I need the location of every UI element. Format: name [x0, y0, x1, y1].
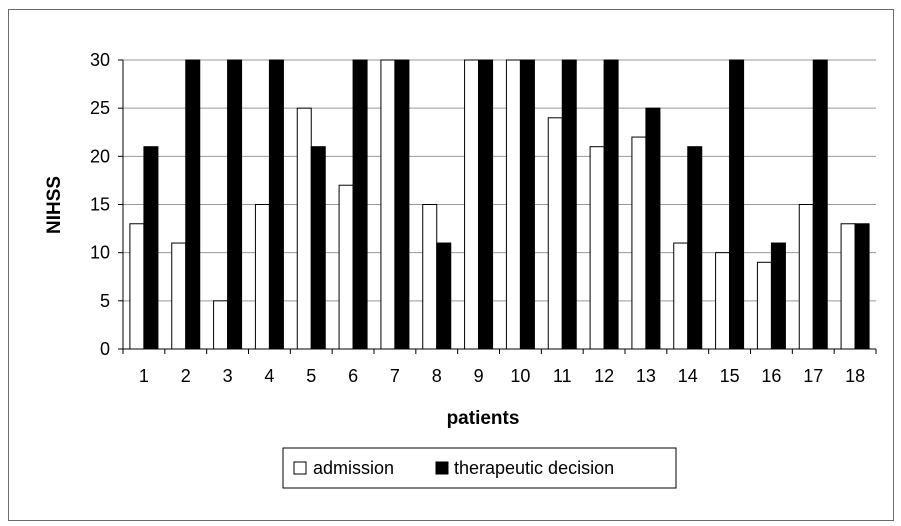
- bar-therapeutic-decision-11: [561, 59, 577, 350]
- bar-therapeutic-decision-5: [310, 146, 326, 350]
- legend-label-therapeutic-decision: therapeutic decision: [454, 458, 614, 478]
- x-tick-labels: 1 2 3 4 5 6 7 8 9 10 11 12 13 14 15 16 17 18: [139, 366, 865, 386]
- bar-therapeutic-decision-12: [603, 59, 619, 350]
- x-tick-label: 2: [181, 366, 191, 386]
- bar-therapeutic-decision-17: [812, 59, 828, 350]
- bar-therapeutic-decision-2: [185, 59, 201, 350]
- y-tick-labels: 0 5 10 15 20 25 30: [90, 50, 110, 359]
- bar-therapeutic-decision-14: [687, 146, 703, 350]
- x-tick-label: 17: [803, 366, 823, 386]
- x-tick-label: 3: [223, 366, 233, 386]
- chart-frame: [8, 9, 894, 521]
- y-tick-label: 30: [90, 50, 110, 70]
- bar-therapeutic-decision-8: [436, 242, 452, 350]
- bar-admission-18: [840, 223, 856, 350]
- x-tick-label: 13: [636, 366, 656, 386]
- bar-admission-17: [798, 204, 814, 350]
- legend: admission therapeutic decision: [282, 447, 677, 489]
- bar-admission-12: [589, 146, 605, 350]
- x-axis-title: patients: [447, 408, 520, 429]
- x-tick-label: 12: [594, 366, 614, 386]
- bar-admission-4: [254, 204, 270, 350]
- bar-therapeutic-decision-16: [770, 242, 786, 350]
- legend-swatch-therapeutic-decision: [435, 461, 449, 475]
- bar-therapeutic-decision-4: [268, 59, 284, 350]
- x-tick-label: 11: [553, 366, 572, 386]
- bar-admission-2: [171, 242, 187, 350]
- bar-admission-14: [673, 242, 689, 350]
- y-tick-label: 5: [100, 291, 110, 311]
- bar-therapeutic-decision-7: [394, 59, 410, 350]
- x-tick-label: 9: [474, 366, 484, 386]
- axes: [118, 59, 877, 354]
- bar-therapeutic-decision-10: [519, 59, 535, 350]
- bar-admission-1: [129, 223, 145, 350]
- y-tick-label: 25: [90, 98, 110, 118]
- y-tick-label: 20: [90, 146, 110, 166]
- bar-therapeutic-decision-18: [854, 223, 870, 350]
- bar-admission-6: [338, 184, 354, 350]
- bar-therapeutic-decision-13: [645, 107, 661, 350]
- y-tick-label: 0: [100, 339, 110, 359]
- bar-admission-7: [380, 59, 396, 350]
- bar-therapeutic-decision-1: [143, 146, 159, 350]
- bar-therapeutic-decision-15: [729, 59, 745, 350]
- bar-admission-3: [213, 300, 229, 350]
- legend-label-admission: admission: [313, 458, 394, 478]
- bar-admission-5: [296, 107, 312, 350]
- gridlines: [123, 59, 876, 302]
- y-axis-title: NIHSS: [44, 176, 65, 234]
- bar-admission-16: [756, 261, 772, 350]
- x-tick-label: 16: [761, 366, 781, 386]
- x-tick-label: 6: [348, 366, 358, 386]
- x-tick-label: 5: [306, 366, 316, 386]
- x-tick-label: 4: [264, 366, 274, 386]
- bar-therapeutic-decision-9: [478, 59, 494, 350]
- x-tick-label: 14: [678, 366, 698, 386]
- x-tick-label: 10: [510, 366, 530, 386]
- bar-admission-9: [464, 59, 480, 350]
- y-tick-label: 15: [90, 195, 110, 215]
- bars: [129, 59, 870, 350]
- bar-admission-10: [505, 59, 521, 350]
- legend-box: [282, 447, 677, 489]
- x-tick-label: 1: [139, 366, 149, 386]
- x-tick-label: 8: [432, 366, 442, 386]
- legend-swatch-admission: [293, 461, 307, 475]
- bar-admission-13: [631, 136, 647, 350]
- bar-therapeutic-decision-6: [352, 59, 368, 350]
- y-tick-label: 10: [90, 243, 110, 263]
- bar-admission-8: [422, 204, 438, 350]
- bar-admission-15: [715, 252, 731, 350]
- x-tick-label: 7: [390, 366, 400, 386]
- bar-therapeutic-decision-3: [227, 59, 243, 350]
- x-tick-label: 18: [845, 366, 865, 386]
- bar-admission-11: [547, 117, 563, 350]
- x-tick-label: 15: [720, 366, 740, 386]
